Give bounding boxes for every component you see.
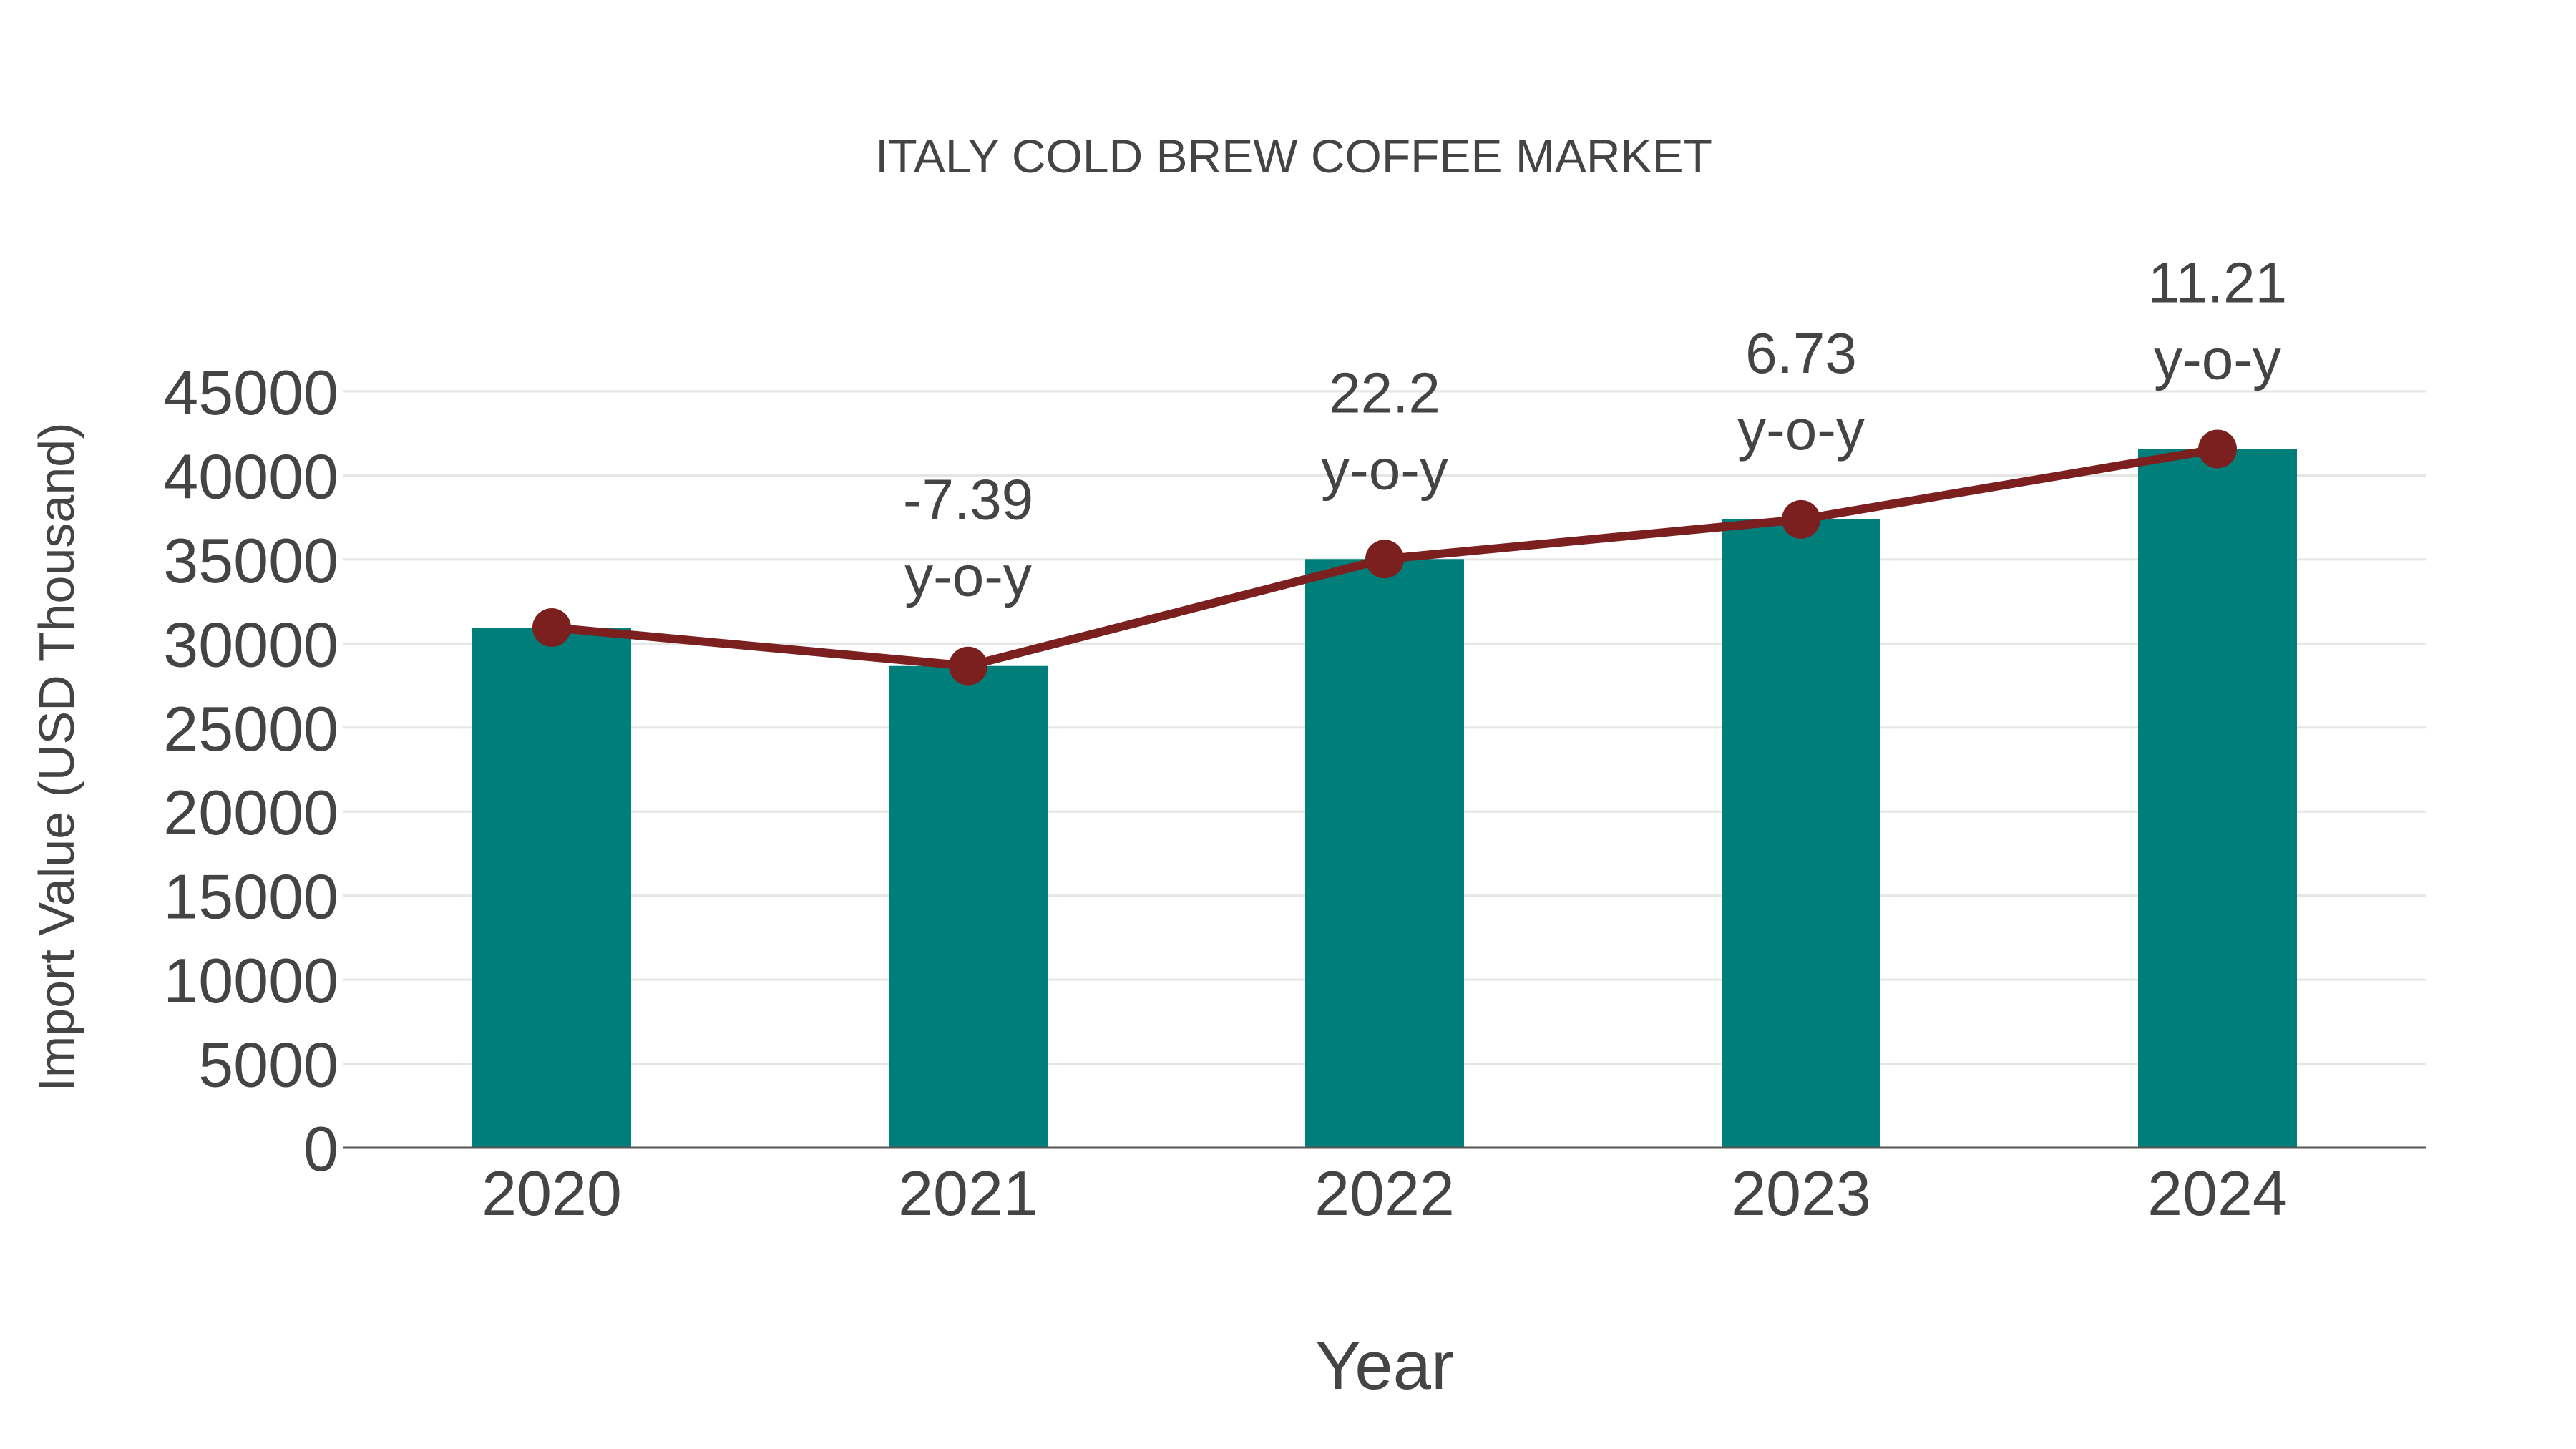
annotation-2024: 11.21 y-o-y [2148, 250, 2287, 391]
annotation-value: -7.39 [903, 468, 1033, 532]
annotation-suffix: y-o-y [1321, 437, 1448, 501]
bar-2021 [889, 665, 1048, 1148]
yoy-annotations: -7.39 y-o-y 22.2 y-o-y 6.73 y-o-y 11.21 y-o-y [903, 250, 2287, 608]
x-tick-label: 2020 [482, 1158, 622, 1229]
line-marker-2023 [1782, 499, 1820, 539]
line-series [532, 429, 2237, 686]
bar-2022 [1305, 559, 1464, 1148]
y-tick-label: 15000 [163, 862, 338, 932]
annotation-2021: -7.39 y-o-y [903, 468, 1033, 608]
annotation-suffix: y-o-y [1737, 398, 1865, 462]
y-tick-label: 20000 [163, 777, 338, 848]
y-tick-label: 25000 [163, 693, 338, 764]
annotation-suffix: y-o-y [904, 545, 1032, 608]
annotation-2023: 6.73 y-o-y [1737, 321, 1865, 462]
x-axis-ticks: 2020 2021 2022 2023 2024 [482, 1158, 2288, 1229]
bar-2023 [1722, 519, 1880, 1148]
chart-title: ITALY COLD BREW COFFEE MARKET [875, 130, 1712, 182]
y-tick-label: 45000 [163, 357, 338, 428]
line-marker-2021 [949, 646, 987, 686]
y-tick-label: 30000 [163, 609, 338, 680]
line-marker-2022 [1365, 540, 1404, 579]
annotation-value: 22.2 [1329, 361, 1440, 424]
line-marker-2024 [2198, 429, 2237, 469]
y-axis-title: Import Value (USD Thousand) [29, 422, 84, 1091]
y-tick-label: 5000 [198, 1030, 338, 1101]
x-tick-label: 2022 [1314, 1158, 1455, 1229]
y-axis-ticks: 0 5000 10000 15000 20000 25000 30000 35000 40000… [163, 357, 338, 1184]
x-tick-label: 2024 [2147, 1158, 2288, 1229]
x-tick-label: 2021 [898, 1158, 1038, 1229]
bar-2020 [472, 628, 631, 1148]
line-marker-2020 [532, 608, 571, 648]
annotation-value: 6.73 [1745, 321, 1857, 385]
annotation-2022: 22.2 y-o-y [1321, 361, 1448, 501]
x-axis-title: Year [1315, 1327, 1454, 1404]
annotation-value: 11.21 [2148, 250, 2287, 314]
bar-series [472, 449, 2297, 1148]
y-tick-label: 35000 [163, 525, 338, 596]
y-tick-label: 0 [303, 1113, 338, 1184]
bar-2024 [2138, 449, 2297, 1148]
y-tick-label: 10000 [163, 945, 338, 1016]
y-tick-label: 40000 [163, 441, 338, 512]
x-tick-label: 2023 [1731, 1158, 1871, 1229]
annotation-suffix: y-o-y [2154, 327, 2281, 391]
